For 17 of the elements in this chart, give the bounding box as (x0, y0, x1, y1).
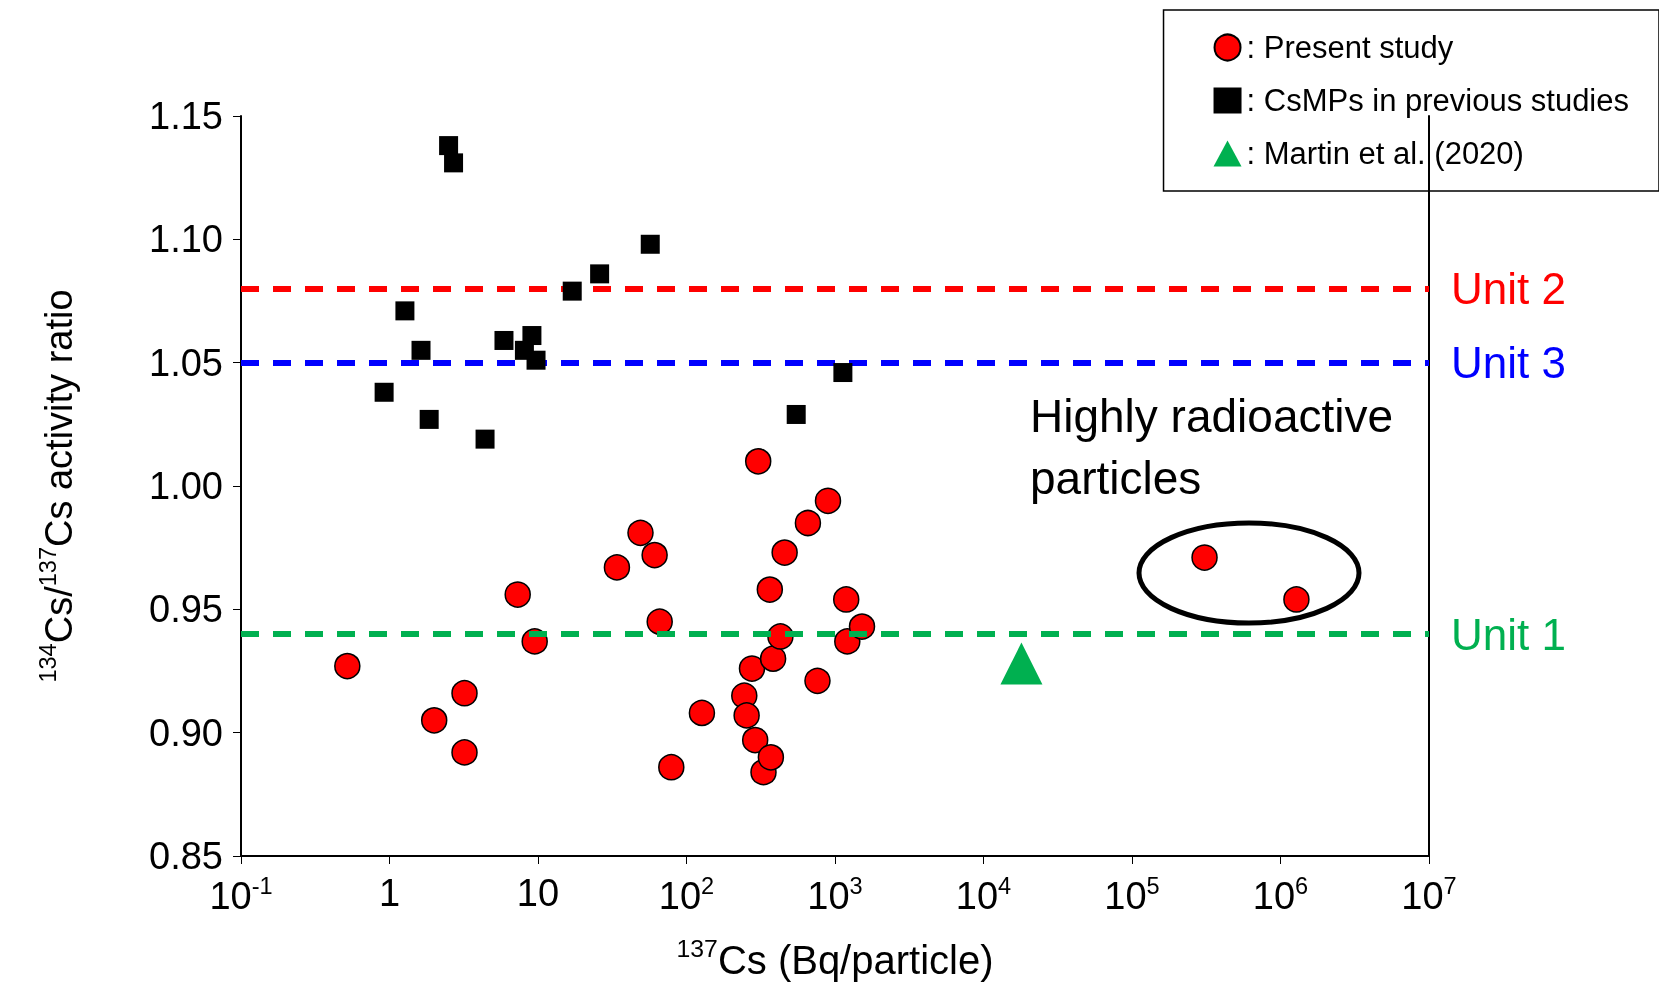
ref-line-label: Unit 2 (1451, 264, 1566, 314)
y-tick-label: 0.95 (149, 588, 223, 631)
ref-line-label: Unit 1 (1451, 609, 1566, 659)
ref-line-label: Unit 3 (1451, 338, 1566, 388)
y-axis-title: 134Cs/137Cs activity ratio (35, 289, 80, 683)
y-tick-label: 1.15 (149, 95, 223, 137)
x-tick-label: 10 (516, 872, 560, 914)
annotation: Highly radioactive particles (1030, 390, 1406, 504)
x-tick-label: 1 (378, 872, 401, 914)
legend-label: : Present study (1246, 30, 1454, 65)
y-tick-label: 0.90 (149, 711, 223, 754)
y-tick-label: 1.05 (149, 341, 223, 384)
y-tick-label: 1.00 (149, 465, 223, 507)
legend-label: : CsMPs in previous studies (1246, 83, 1630, 118)
legend-label: : Martin et al. (2020) (1246, 136, 1524, 171)
y-tick-label: 0.85 (149, 835, 223, 877)
y-tick-label: 1.10 (149, 218, 223, 261)
